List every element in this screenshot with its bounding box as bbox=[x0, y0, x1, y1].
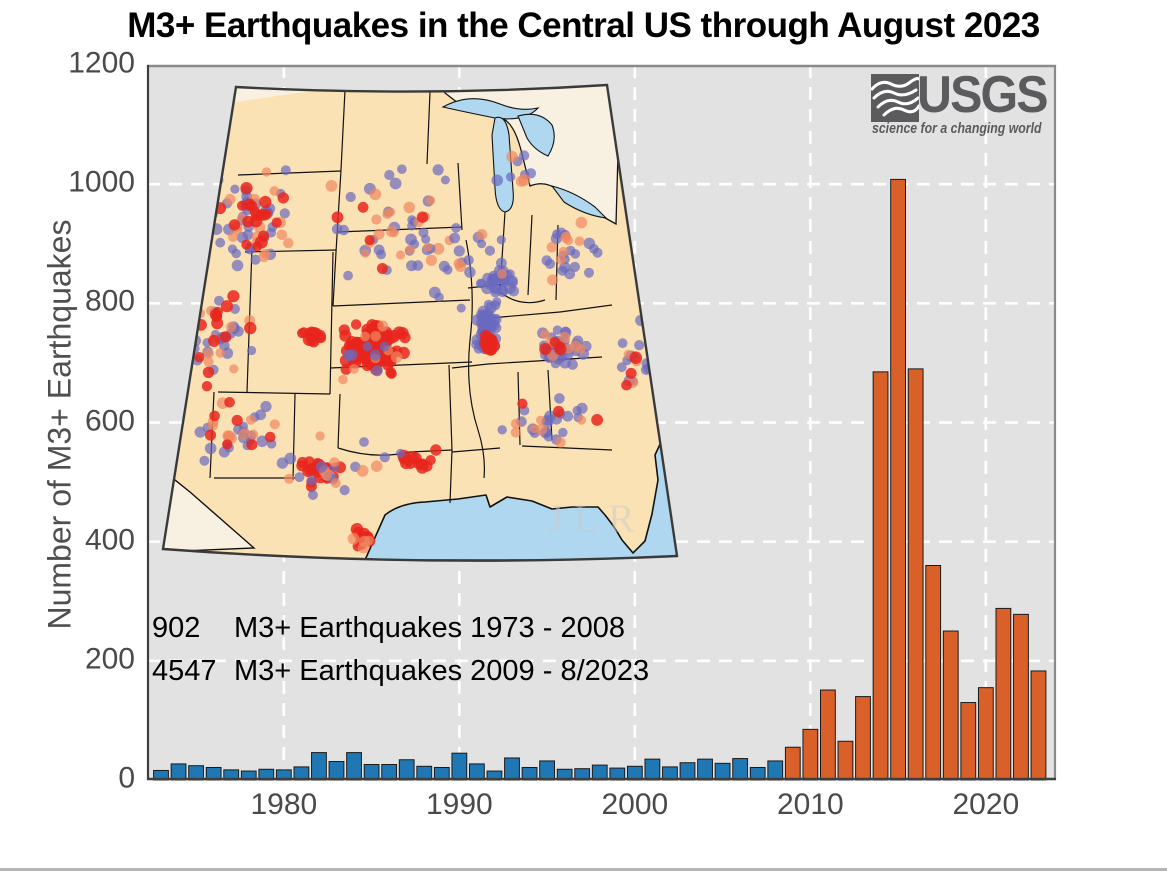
bar-1987 bbox=[398, 759, 415, 781]
bar-1991 bbox=[469, 763, 485, 781]
summary-annotations: 902 M3+ Earthquakes 1973 - 2008 4547 M3+ E… bbox=[152, 607, 649, 693]
bar-2021 bbox=[995, 607, 1012, 781]
bar-2009 bbox=[784, 746, 801, 781]
bar-1993 bbox=[504, 757, 520, 781]
bar-1982 bbox=[311, 752, 327, 781]
label-1973-2008: M3+ Earthquakes 1973 - 2008 bbox=[234, 612, 625, 644]
bar-2023 bbox=[1030, 670, 1047, 781]
y-tick-label-400: 400 bbox=[84, 523, 135, 557]
bar-2012 bbox=[837, 740, 854, 781]
map-border bbox=[161, 83, 679, 562]
bar-2014 bbox=[872, 371, 889, 781]
bar-2005 bbox=[714, 762, 731, 781]
x-tick-label-2000: 2000 bbox=[601, 788, 669, 821]
usgs-logo: USGS science for a changing world bbox=[871, 66, 1049, 141]
bar-1983 bbox=[328, 761, 345, 781]
annotation-line-1: 902 M3+ Earthquakes 1973 - 2008 bbox=[152, 607, 649, 650]
bar-1990 bbox=[451, 752, 468, 781]
x-tick-label-2020: 2020 bbox=[952, 788, 1020, 821]
bar-2022 bbox=[1013, 613, 1029, 781]
bar-1986 bbox=[381, 764, 398, 781]
bottom-rule bbox=[0, 868, 1167, 871]
bar-2003 bbox=[679, 762, 696, 781]
y-tick-label-1200: 1200 bbox=[68, 46, 135, 80]
bar-2008 bbox=[767, 760, 784, 781]
y-tick-label-600: 600 bbox=[84, 404, 135, 438]
count-2009-2023: 4547 bbox=[152, 655, 217, 687]
bar-2010 bbox=[802, 728, 819, 781]
jlr-watermark: JLR bbox=[548, 496, 645, 541]
bar-2013 bbox=[855, 696, 871, 781]
y-tick-label-1000: 1000 bbox=[68, 165, 135, 199]
label-2009-2023: M3+ Earthquakes 2009 - 8/2023 bbox=[234, 655, 650, 687]
bar-2018 bbox=[942, 630, 959, 781]
bar-2019 bbox=[960, 702, 977, 781]
usgs-waves-icon bbox=[871, 74, 919, 122]
bar-2020 bbox=[977, 687, 994, 781]
count-1973-2008: 902 bbox=[152, 612, 201, 644]
x-tick-label-2010: 2010 bbox=[776, 788, 844, 821]
bar-2017 bbox=[925, 565, 942, 781]
x-tick-label-1980: 1980 bbox=[250, 788, 318, 821]
annotation-line-2: 4547 M3+ Earthquakes 2009 - 8/2023 bbox=[152, 650, 649, 693]
earthquake-dots bbox=[176, 150, 654, 554]
bar-1974 bbox=[170, 763, 187, 781]
bar-2006 bbox=[732, 758, 749, 781]
bar-1995 bbox=[539, 760, 556, 781]
map-body: JLR bbox=[163, 85, 677, 561]
bar-2011 bbox=[820, 689, 836, 781]
bar-1985 bbox=[363, 764, 380, 781]
y-tick-label-200: 200 bbox=[84, 642, 135, 676]
bar-2004 bbox=[697, 758, 713, 781]
y-tick-label-0: 0 bbox=[118, 761, 135, 795]
map-inset: JLR bbox=[161, 83, 679, 562]
plot-borders bbox=[146, 64, 1057, 781]
x-tick-label-1990: 1990 bbox=[425, 788, 493, 821]
usgs-wordmark: USGS bbox=[917, 66, 1048, 124]
usgs-tagline: science for a changing world bbox=[872, 120, 1042, 137]
bar-2016 bbox=[907, 368, 924, 781]
bar-1984 bbox=[346, 752, 362, 781]
y-tick-label-800: 800 bbox=[84, 284, 135, 318]
bar-2001 bbox=[644, 758, 661, 781]
chart-title: M3+ Earthquakes in the Central US throug… bbox=[127, 6, 1040, 45]
bar-2015 bbox=[890, 178, 907, 781]
